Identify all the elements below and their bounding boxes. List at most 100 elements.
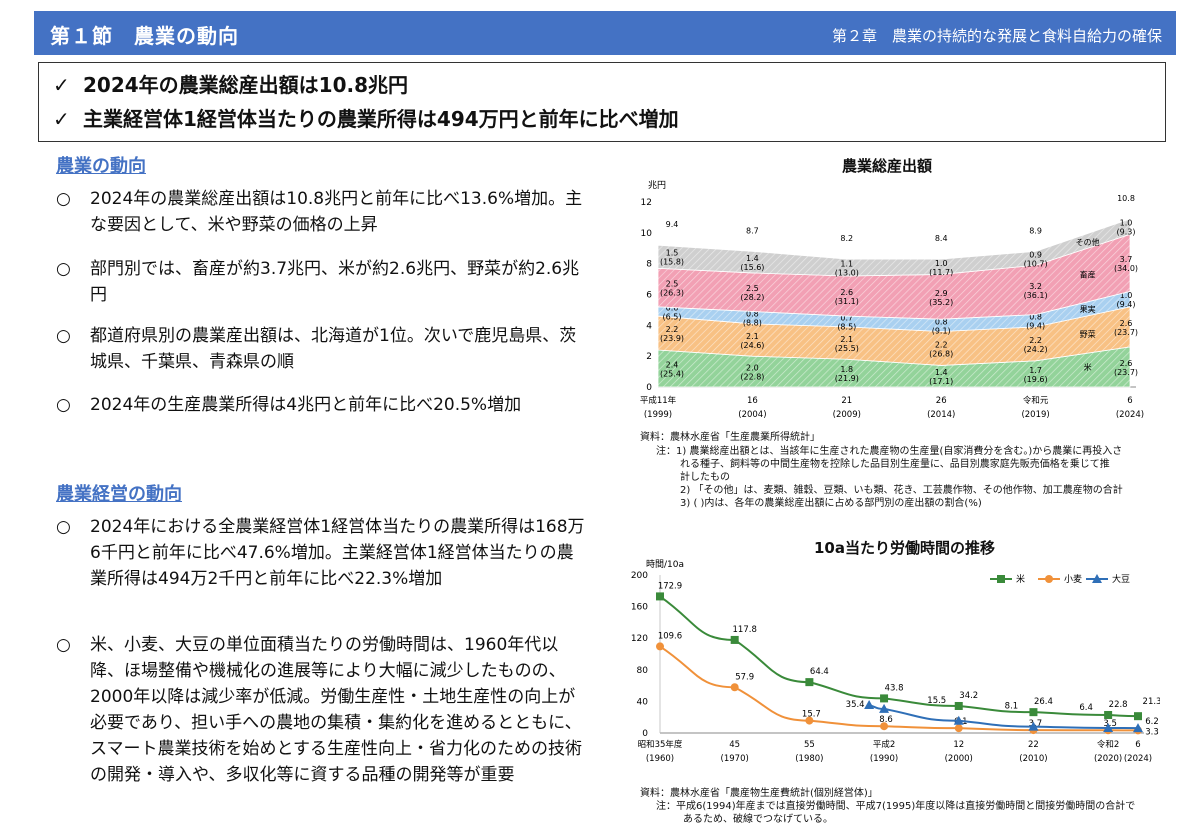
data-label: 6.2 [1145, 717, 1159, 727]
bullet-item: ○ 都道府県別の農業産出額は、北海道が1位。次いで鹿児島県、茨城県、千葉県、青森県… [56, 323, 586, 375]
data-label: 0.7 [840, 313, 853, 322]
bullet-text: 2024年の生産農業所得は4兆円と前年に比べ20.5%増加 [90, 395, 522, 415]
bullet-text: 2024年の農業総産出額は10.8兆円と前年に比べ13.6%増加。主な要因として… [90, 189, 583, 235]
labor-hours-line-chart: 時間/10a 0 40 80 120 160 200 昭和35年度 (1960) 45 (1970)… [631, 559, 1160, 764]
data-label: 1.4 [746, 254, 759, 263]
share-label: (15.6) [740, 263, 764, 272]
section-header-bar: 第１節 農業の動向 第２章 農業の持続的な発展と食料自給力の確保 [34, 11, 1176, 55]
data-point-marker [1133, 723, 1143, 733]
x-tick-label: 45 [729, 740, 740, 750]
x-tick-label: 22 [1028, 740, 1039, 750]
x-tick-sublabel: (2009) [833, 410, 861, 420]
total-label: 8.2 [840, 234, 853, 243]
data-label: 3.7 [1029, 719, 1043, 729]
y-tick-label: 6 [646, 291, 652, 301]
y-tick-label: 200 [631, 571, 648, 581]
data-point-marker [1028, 721, 1039, 731]
data-label: 57.9 [735, 672, 754, 682]
share-label: (24.2) [1024, 345, 1048, 354]
data-label: 8.1 [1005, 702, 1019, 712]
data-label: 3.2 [1029, 282, 1042, 291]
circle-bullet-icon: ○ [56, 517, 71, 537]
x-tick-label: 55 [804, 740, 815, 750]
data-label: 0.8 [746, 310, 759, 319]
x-tick-label: 令和2 [1097, 739, 1119, 750]
chart2-source: 資料：農林水産省「農産物生産費統計(個別経営体)」 [640, 788, 878, 799]
total-label: 9.4 [666, 220, 679, 229]
bullet-item: ○ 2024年における全農業経営体1経営体当たりの農業所得は168万6千円と前年に… [56, 514, 586, 592]
check-icon: ✓ [53, 107, 70, 131]
legend-marker-icon [1092, 574, 1102, 583]
share-label: (34.0) [1114, 264, 1138, 273]
data-label: 2.6 [840, 288, 853, 297]
area-series-その他 [657, 218, 1131, 277]
x-tick-sublabel: (2014) [927, 410, 955, 420]
x-tick-label: 26 [936, 396, 947, 406]
chart2-note: 注：平成6(1994)年産までは直接労働時間、平成7(1995)年度以降は直接労… [656, 801, 1136, 812]
x-tick-sublabel: (1970) [721, 754, 749, 764]
circle-bullet-icon: ○ [56, 635, 71, 655]
data-label: 43.8 [885, 683, 904, 693]
x-tick-label: 平成2 [873, 739, 895, 750]
data-label: 3.7 [1120, 255, 1133, 264]
data-label: 2.1 [746, 332, 759, 341]
bullet-text: 都道府県別の農業産出額は、北海道が1位。次いで鹿児島県、茨城県、千葉県、青森県の… [90, 326, 577, 372]
data-label: 2.1 [840, 335, 853, 344]
bullet-text: 2024年における全農業経営体1経営体当たりの農業所得は168万6千円と前年に比… [90, 517, 585, 589]
bullet-item: ○ 2024年の農業総産出額は10.8兆円と前年に比べ13.6%増加。主な要因とし… [56, 186, 586, 238]
x-tick-label: 12 [953, 740, 964, 750]
share-label: (8.8) [743, 319, 762, 328]
data-label: 26.4 [1034, 697, 1053, 707]
data-label: 1.1 [840, 260, 853, 269]
legend-marker-icon [997, 575, 1005, 583]
data-label: 109.6 [658, 631, 682, 641]
data-point-marker [805, 716, 814, 725]
share-label: (31.1) [835, 297, 859, 306]
data-point-marker [656, 642, 664, 651]
data-label: 0.6 [666, 303, 679, 312]
chart2-title: 10a当たり労働時間の推移 [814, 539, 995, 557]
x-tick-sublabel: (2024) [1116, 410, 1144, 420]
share-label: (8.5) [837, 322, 856, 331]
data-point-marker [1029, 708, 1038, 717]
x-tick-sublabel: (2000) [945, 754, 973, 764]
data-label: 21.3 [1143, 697, 1160, 707]
series-label: 野菜 [1080, 329, 1096, 339]
series-label: 米 [1084, 362, 1092, 372]
data-label: 2.6 [1120, 359, 1133, 368]
y-tick-label: 40 [637, 697, 649, 707]
legend-label: 大豆 [1112, 573, 1130, 585]
data-label: 2.5 [666, 280, 679, 289]
share-label: (28.2) [740, 293, 764, 302]
data-point-marker [656, 592, 664, 601]
y-tick-label: 160 [631, 603, 648, 613]
data-point-marker [954, 724, 963, 733]
summary-text: 主業経営体1経営体当たりの農業所得は494万円と前年に比べ増加 [83, 107, 679, 131]
data-label: 3.3 [1145, 727, 1159, 737]
share-label: (6.5) [663, 312, 682, 321]
x-tick-label: 6 [1127, 396, 1132, 406]
data-label: 34.2 [959, 691, 978, 701]
legend-label: 米 [1016, 573, 1025, 585]
chart1-note: 2) 「その他」は、麦類、雑穀、豆類、いも類、花き、工芸農作物、その他作物、加工… [680, 485, 1123, 496]
share-label: (13.0) [835, 269, 859, 278]
chapter-title: 第２章 農業の持続的な発展と食料自給力の確保 [831, 27, 1162, 45]
x-tick-label: 6 [1135, 740, 1140, 750]
data-point-marker [880, 694, 889, 703]
data-point-marker [1104, 710, 1113, 719]
bullet-item: ○ 2024年の生産農業所得は4兆円と前年に比べ20.5%増加 [56, 392, 586, 418]
data-point-marker [730, 683, 739, 692]
summary-line: ✓ 2024年の農業総産出額は10.8兆円 [53, 69, 408, 98]
bullet-text: 米、小麦、大豆の単位面積当たりの労働時間は、1960年代以降、ほ場整備や機械化の… [90, 635, 582, 785]
chart1-source: 資料：農林水産省「生産農業所得統計」 [640, 432, 820, 443]
total-label: 8.7 [746, 226, 759, 235]
total-label: 8.9 [1029, 226, 1042, 235]
data-label: 2.2 [666, 325, 679, 334]
data-point-marker [879, 703, 890, 713]
data-point-marker [953, 715, 964, 725]
bullet-text: 部門別では、畜産が約3.7兆円、米が約2.6兆円、野菜が約2.6兆円 [90, 259, 580, 305]
total-label: 10.8 [1117, 194, 1135, 203]
data-label: 22.8 [1109, 700, 1128, 710]
share-label: (25.4) [660, 370, 684, 379]
share-label: (35.2) [929, 298, 953, 307]
